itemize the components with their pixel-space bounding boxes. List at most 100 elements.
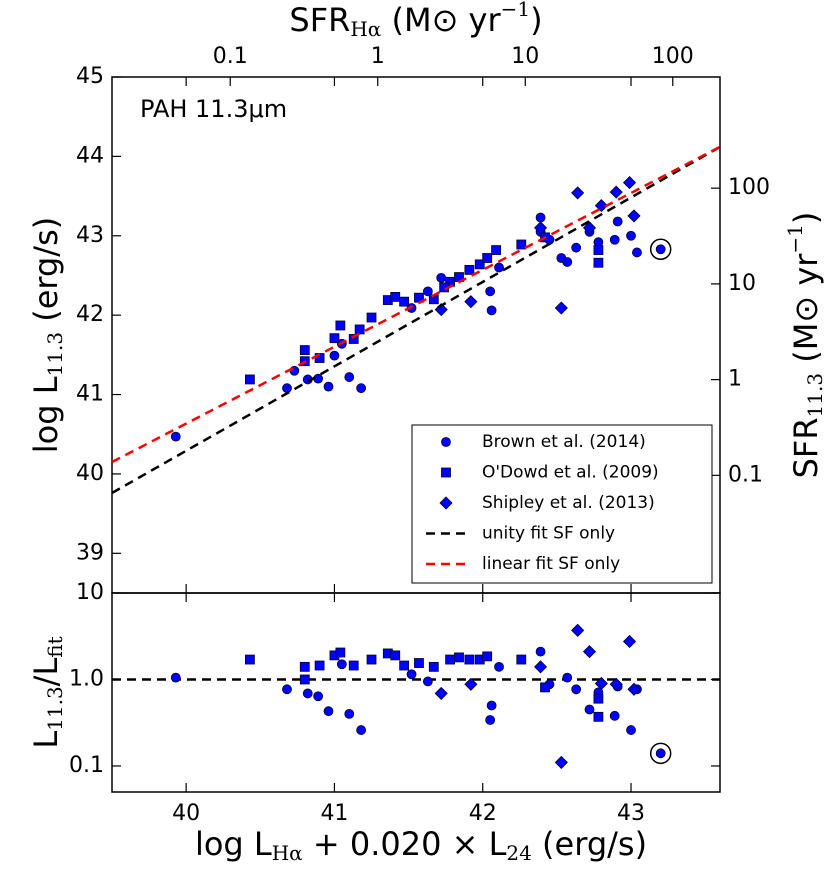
- point: [486, 700, 497, 711]
- axis-label: SFR11.3 (M⊙ yr−1): [783, 212, 827, 479]
- point: [482, 253, 493, 263]
- y-tick-label: 45: [76, 64, 104, 89]
- x-tick-label: 42: [469, 801, 497, 826]
- point: [454, 652, 464, 663]
- legend-label: linear fit SF only: [482, 554, 620, 574]
- legend-swatch: [439, 496, 453, 510]
- point: [289, 365, 300, 376]
- point: [655, 244, 666, 255]
- point: [485, 715, 496, 725]
- legend-swatch: [441, 437, 451, 447]
- point: [366, 312, 377, 323]
- point: [535, 212, 546, 223]
- point: [571, 186, 585, 200]
- label-part: 11.3: [803, 373, 827, 418]
- point: [314, 660, 325, 671]
- y2-tick-label: 100: [728, 175, 770, 200]
- x2-tick-label: 0.1: [213, 44, 248, 69]
- point: [485, 286, 496, 297]
- point: [302, 688, 313, 699]
- point: [655, 748, 666, 759]
- point: [299, 674, 310, 685]
- x2-tick-label: 100: [652, 44, 694, 69]
- point: [491, 245, 501, 255]
- y-tick-label: 40: [76, 461, 104, 486]
- plot-frame: [111, 592, 721, 793]
- point: [612, 216, 623, 227]
- y-tick-label: 44: [76, 143, 104, 168]
- label-part: ): [530, 1, 542, 39]
- point: [356, 725, 367, 735]
- fit-line: [111, 145, 721, 464]
- point: [170, 672, 181, 683]
- point: [535, 646, 546, 657]
- point: [571, 684, 582, 695]
- plot-area: [111, 145, 721, 495]
- point: [593, 245, 604, 255]
- point: [422, 676, 433, 687]
- x-tick-label: 41: [320, 801, 348, 826]
- point: [534, 221, 548, 235]
- point: [335, 647, 346, 658]
- point: [282, 684, 292, 695]
- y-tick-label: 10: [76, 580, 104, 605]
- point: [594, 676, 608, 691]
- legend-label: O'Dowd et al. (2009): [482, 463, 659, 483]
- point: [482, 651, 493, 662]
- point: [494, 661, 504, 672]
- point: [445, 654, 456, 665]
- fit-line: [111, 145, 721, 495]
- point: [582, 645, 597, 659]
- point: [323, 706, 334, 717]
- point: [627, 682, 641, 696]
- axis-label: log L11.3 (erg/s): [27, 217, 67, 454]
- point: [593, 257, 604, 268]
- y-tick-label: 39: [76, 540, 104, 565]
- highlight-ring: [649, 742, 672, 765]
- point: [464, 295, 478, 309]
- point: [436, 272, 447, 283]
- point: [329, 350, 340, 361]
- point: [627, 209, 641, 223]
- point: [554, 301, 568, 315]
- label-part: (erg/s): [27, 217, 65, 332]
- point: [464, 677, 478, 691]
- label-part: (erg/s): [532, 825, 647, 863]
- point: [354, 324, 365, 335]
- point: [335, 320, 346, 331]
- point: [571, 623, 585, 637]
- point: [422, 286, 433, 297]
- label-part: fit: [43, 636, 67, 657]
- axis-label: L11.3/Lfit: [27, 636, 67, 748]
- point: [282, 383, 292, 394]
- point: [348, 660, 359, 671]
- annotation: PAH 11.3μm: [140, 95, 287, 123]
- point: [390, 650, 401, 661]
- y-tick-label: 42: [76, 302, 104, 327]
- point: [366, 654, 377, 665]
- highlight-ring: [649, 238, 672, 261]
- label-part: log L: [195, 825, 272, 863]
- point: [540, 682, 550, 693]
- point: [609, 234, 620, 245]
- point: [414, 658, 424, 668]
- point: [609, 710, 620, 721]
- point: [399, 296, 410, 307]
- label-part: Hα: [350, 17, 381, 41]
- point: [593, 693, 604, 704]
- legend-label: unity fit SF only: [482, 524, 615, 544]
- point: [434, 686, 448, 700]
- x2-tick-label: 10: [511, 44, 539, 69]
- point: [399, 660, 410, 671]
- label-part: /L: [27, 658, 65, 687]
- label-part: ): [787, 212, 825, 224]
- point: [554, 755, 568, 769]
- point: [356, 383, 367, 394]
- point: [344, 708, 355, 719]
- label-part: (M⊙ yr: [381, 1, 501, 39]
- point: [622, 634, 637, 649]
- point: [428, 661, 439, 672]
- point: [245, 374, 255, 385]
- point: [344, 372, 355, 382]
